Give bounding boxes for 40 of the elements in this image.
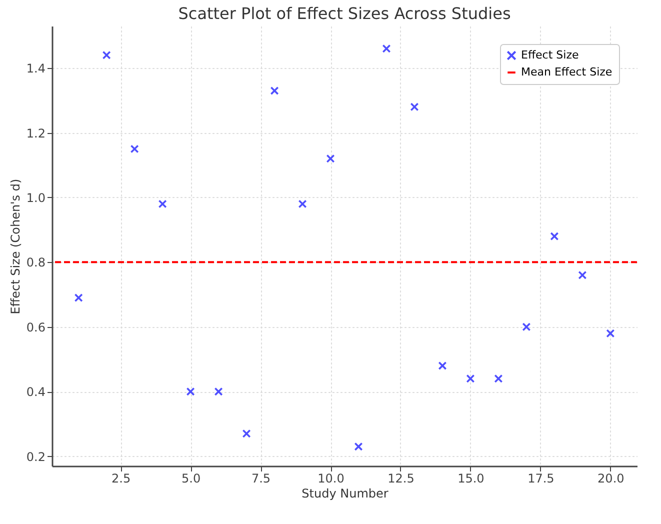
- legend-label: Effect Size: [521, 48, 579, 62]
- point: [410, 102, 419, 112]
- legend-label: Mean Effect Size: [521, 66, 612, 78]
- point: [326, 154, 335, 163]
- y-tick-label: 1.2: [26, 126, 46, 140]
- x-tick-label: 5.0: [182, 472, 201, 486]
- y-axis-title: Effect Size (Cohen's d): [8, 178, 22, 314]
- x-tick-label: 17.5: [528, 472, 554, 486]
- point: [550, 232, 559, 241]
- point: [298, 200, 307, 208]
- point: [522, 322, 531, 332]
- point: [354, 442, 363, 451]
- point: [270, 86, 279, 95]
- point: [242, 429, 251, 438]
- x-tick-label: 2.5: [112, 472, 131, 486]
- x-tick-label: 10.0: [318, 472, 344, 486]
- point: [186, 387, 195, 396]
- x-tick-label: 15.0: [458, 472, 484, 486]
- chart-title: Scatter Plot of Effect Sizes Across Studies: [178, 4, 511, 23]
- point: [606, 329, 615, 338]
- point: [382, 44, 391, 53]
- point: [102, 50, 111, 60]
- x-tick-label: 20.0: [598, 472, 624, 486]
- point: [438, 361, 447, 370]
- point: [130, 144, 139, 154]
- point: [494, 374, 503, 383]
- y-tick-label: 1.0: [26, 190, 46, 205]
- point: [466, 374, 475, 383]
- y-tick-label: 0.2: [26, 450, 46, 464]
- point: [578, 270, 587, 280]
- x-tick-label: 12.5: [388, 472, 414, 486]
- point: [74, 294, 83, 302]
- x-axis-title: Study Number: [302, 486, 388, 500]
- point: [158, 200, 167, 208]
- x-tick-label: 7.5: [251, 472, 271, 486]
- y-tick-label: 0.6: [26, 320, 46, 334]
- y-tick-label: 1.4: [26, 62, 46, 76]
- y-tick-label: 0.4: [26, 385, 46, 400]
- y-tick-label: 0.8: [26, 256, 46, 270]
- point: [214, 387, 223, 396]
